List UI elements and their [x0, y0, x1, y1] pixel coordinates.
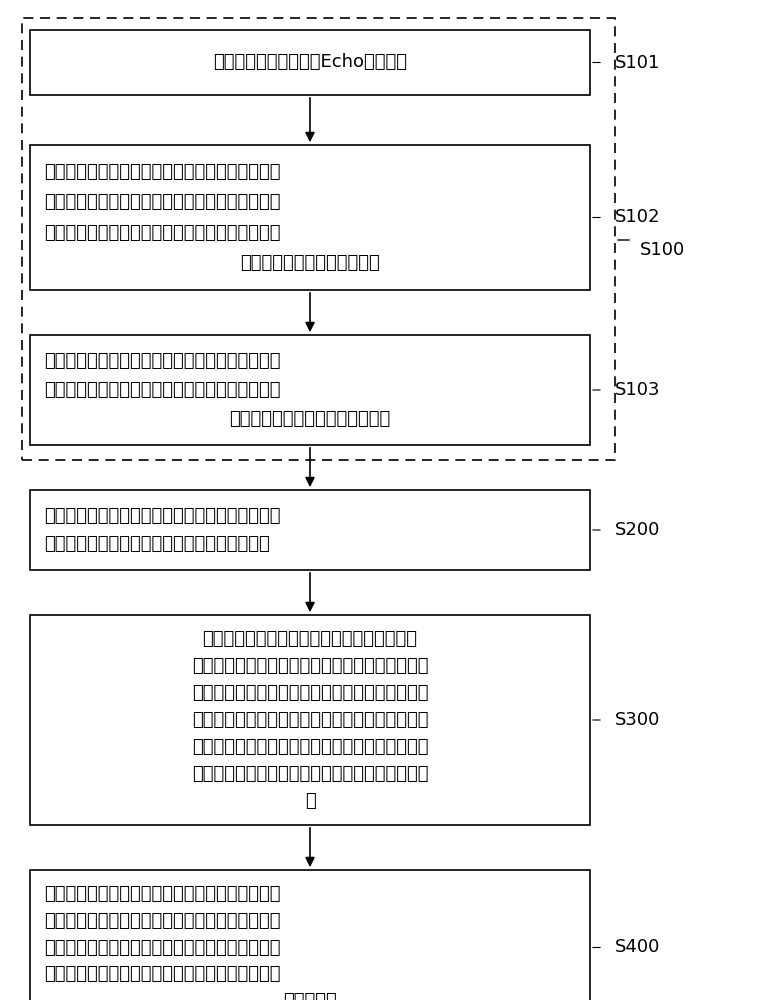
Text: S100: S100: [640, 241, 685, 259]
Text: 判断所述交换机是否在设定的超时时间长度内接收: 判断所述交换机是否在设定的超时时间长度内接收: [44, 163, 281, 181]
Text: 第一流表项添加到所述灾备流表中；其中，所述第: 第一流表项添加到所述灾备流表中；其中，所述第: [192, 738, 428, 756]
Text: 交换机的最新连接状态为正常状态: 交换机的最新连接状态为正常状态: [229, 410, 391, 428]
Text: S103: S103: [615, 381, 660, 399]
Bar: [30, 335, 590, 445]
Text: 文进行处理: 文进行处理: [283, 992, 337, 1000]
Text: 项的匹配域相同的流表项，如果是，将所述与所述: 项的匹配域相同的流表项，如果是，将所述与所述: [192, 657, 428, 675]
Text: 当所述最新连接状态为断开时，对待处理的数据报: 当所述最新连接状态为断开时，对待处理的数据报: [44, 507, 281, 525]
Text: 述灾备流表中的所述第一流表项对所述数据报文进: 述灾备流表中的所述第一流表项对所述数据报文进: [44, 938, 281, 956]
Text: 所述控制器发送的最后一条消息的时间开始对所述: 所述控制器发送的最后一条消息的时间开始对所述: [44, 224, 281, 242]
Text: S101: S101: [615, 53, 660, 72]
Text: 判断所述灾备流表中是否存在与所述第一流表: 判断所述灾备流表中是否存在与所述第一流表: [203, 630, 417, 648]
Bar: [22, 18, 615, 460]
Text: 文进行自学习，根据自学习结果构造第一流表项: 文进行自学习，根据自学习结果构造第一流表项: [44, 535, 269, 553]
Bar: [30, 145, 590, 290]
Bar: [30, 615, 590, 825]
Text: 第一流表项添加到所述灾备流表中；否则，将所述: 第一流表项添加到所述灾备流表中；否则，将所述: [192, 711, 428, 729]
Text: S200: S200: [615, 521, 660, 539]
Text: 设定的超时时间长度进行计时: 设定的超时时间长度进行计时: [240, 254, 380, 272]
Text: S300: S300: [615, 711, 660, 729]
Text: 向所述控制器发送第一Echo请求消息: 向所述控制器发送第一Echo请求消息: [213, 53, 407, 72]
Text: 项: 项: [304, 792, 316, 810]
Text: 状态为断开状态，如果是，确定所述控制器与所述: 状态为断开状态，如果是，确定所述控制器与所述: [44, 381, 281, 399]
Text: 行处理；否则，根据所述默认流表项对所述数据报: 行处理；否则，根据所述默认流表项对所述数据报: [44, 965, 281, 983]
Text: 如果否，确定所述控制器与所述交换机的最新连接: 如果否，确定所述控制器与所述交换机的最新连接: [44, 352, 281, 370]
Text: S400: S400: [615, 938, 660, 956]
Text: 第一流表项的匹配域相同的流表项删除，并将所述: 第一流表项的匹配域相同的流表项删除，并将所述: [192, 684, 428, 702]
Text: 一流表项的优先级高于所述灾备流表中的默认流表: 一流表项的优先级高于所述灾备流表中的默认流表: [192, 765, 428, 783]
Text: 流表中的所述第一流表项相匹配，如果是，根据所: 流表中的所述第一流表项相匹配，如果是，根据所: [44, 912, 281, 930]
Bar: [30, 490, 590, 570]
Text: 判断所述待处理的数据报文是否与添加到所述灾备: 判断所述待处理的数据报文是否与添加到所述灾备: [44, 885, 281, 903]
Text: 到所述控制器发送的消息，其中从所述交换机接收: 到所述控制器发送的消息，其中从所述交换机接收: [44, 193, 281, 211]
Bar: [30, 870, 590, 1000]
Text: S102: S102: [615, 209, 660, 227]
Bar: [30, 30, 590, 95]
